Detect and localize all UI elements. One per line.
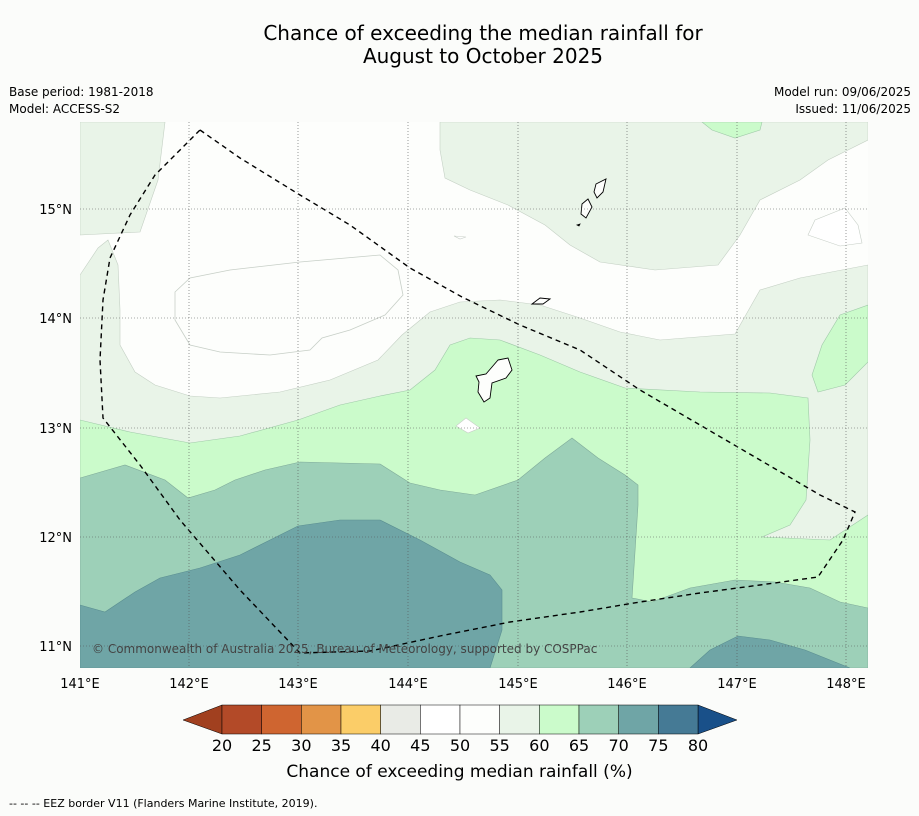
island-tinian [580, 198, 593, 219]
colorbar-swatch [499, 704, 540, 735]
colorbar-swatch [578, 704, 619, 735]
model-name: Model: ACCESS-S2 [9, 102, 121, 116]
colorbar-tick-label: 35 [331, 736, 351, 755]
lon-tick-label: 141°E [60, 677, 100, 692]
lon-tick-label: 143°E [278, 677, 318, 692]
colorbar-tick-label: 45 [410, 736, 430, 755]
map-area: © Commonwealth of Australia 2025, Bureau… [80, 122, 868, 668]
colorbar-tick-label: 25 [251, 736, 271, 755]
issued-date: Issued: 11/06/2025 [795, 102, 911, 116]
model-run: Model run: 09/06/2025 [773, 85, 911, 99]
band-55-60 [80, 122, 166, 236]
eez-border [99, 129, 856, 654]
contour-45-50 [174, 254, 404, 356]
island-rota [530, 297, 552, 305]
colorbar-tick-label: 70 [608, 736, 628, 755]
lat-tick-label: 13°N [39, 422, 72, 437]
contour-45-50 [453, 235, 467, 240]
colorbar-tick-label: 80 [688, 736, 708, 755]
lat-tick-label: 14°N [39, 312, 72, 327]
colorbar-swatch [380, 704, 421, 735]
map-title: Chance of exceeding the median rainfall … [0, 22, 919, 68]
band-70-75 [689, 635, 851, 668]
lat-tick-label: 15°N [39, 203, 72, 218]
lon-tick-label: 145°E [498, 677, 538, 692]
colorbar-tick-label: 60 [529, 736, 549, 755]
colorbar-swatch [301, 704, 342, 735]
copyright-text: © Commonwealth of Australia 2025, Bureau… [92, 642, 597, 656]
band-55-60 [439, 122, 868, 271]
lat-axis: 15°N 14°N 13°N 12°N 11°N [39, 203, 72, 655]
gridlines [80, 122, 868, 668]
colorbar-tick-label: 75 [648, 736, 668, 755]
band-60-65 [701, 122, 763, 139]
colorbar-tick-label: 20 [212, 736, 232, 755]
lon-tick-label: 147°E [717, 677, 757, 692]
title-line-1: Chance of exceeding the median rainfall … [263, 21, 703, 45]
colorbar-tick-label: 30 [291, 736, 311, 755]
lat-tick-label: 12°N [39, 531, 72, 546]
island-guam [475, 357, 513, 403]
island-aguijan [575, 223, 581, 227]
meta-right: Model run: 09/06/2025 Issued: 11/06/2025 [774, 84, 911, 118]
lon-tick-label: 144°E [388, 677, 428, 692]
colorbar-tick-label: 65 [569, 736, 589, 755]
eez-footnote: -- -- -- EEZ border V11 (Flanders Marine… [9, 797, 318, 810]
colorbar-swatch [539, 704, 580, 735]
colorbar-label: Chance of exceeding median rainfall (%) [286, 762, 633, 782]
title-line-2: August to October 2025 [362, 44, 604, 68]
colorbar-tick-label: 50 [450, 736, 470, 755]
meta-left: Base period: 1981-2018 Model: ACCESS-S2 [9, 84, 154, 118]
colorbar-swatch [459, 704, 500, 735]
base-period: Base period: 1981-2018 [9, 85, 154, 99]
colorbar-tick-label: 55 [489, 736, 509, 755]
lat-tick-label: 11°N [39, 640, 72, 655]
colorbar-over-triangle [697, 704, 738, 735]
colorbar-under-triangle [182, 704, 223, 735]
lon-axis: 141°E 142°E 143°E 144°E 145°E 146°E 147°… [60, 677, 866, 692]
band-70-75 [80, 519, 503, 668]
lon-tick-label: 146°E [607, 677, 647, 692]
lon-tick-label: 142°E [169, 677, 209, 692]
colorbar-tick-label: 40 [370, 736, 390, 755]
colorbar-swatch [340, 704, 381, 735]
colorbar-ticks: 20 25 30 35 40 45 50 55 60 65 70 75 80 [212, 736, 708, 755]
lon-tick-label: 148°E [826, 677, 866, 692]
colorbar-swatch [261, 704, 302, 735]
contour-45-50 [807, 207, 863, 247]
colorbar-boxes [221, 704, 699, 735]
colorbar-swatch [420, 704, 461, 735]
colorbar: 20 25 30 35 40 45 50 55 60 65 70 75 80 [182, 704, 738, 755]
colorbar-swatch [658, 704, 699, 735]
colorbar-swatch [221, 704, 262, 735]
colorbar-swatch [618, 704, 659, 735]
band-60-65 [811, 304, 868, 393]
island-saipan [593, 178, 607, 199]
